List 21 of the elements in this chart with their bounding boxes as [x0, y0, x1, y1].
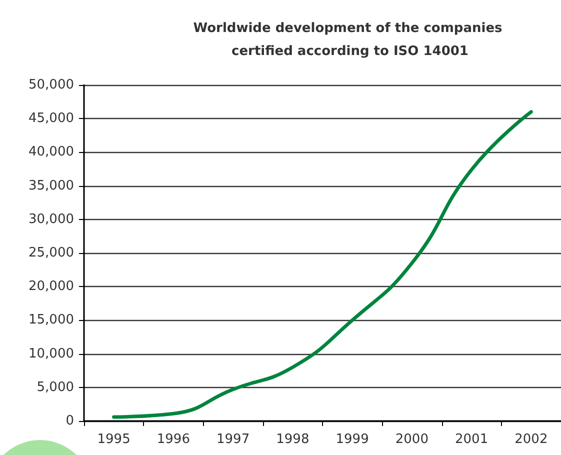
x-tick-label: 2002: [514, 432, 548, 447]
y-tick-label: 5,000: [36, 380, 74, 395]
x-tick-label: 1998: [276, 432, 310, 447]
y-tick-label: 20,000: [28, 279, 74, 294]
y-tick-label: 15,000: [28, 312, 74, 328]
x-tick-label: 1999: [336, 432, 369, 447]
y-tick-label: 0: [66, 414, 74, 428]
y-tick-label: 10,000: [28, 346, 74, 362]
y-tick-label: 35,000: [28, 178, 74, 194]
y-tick-label: 40,000: [28, 144, 74, 160]
x-tick-label: 2001: [455, 432, 488, 447]
y-tick-label: 30,000: [28, 212, 74, 227]
x-tick-label: 1997: [216, 432, 250, 447]
x-tick-label: 2000: [395, 432, 428, 447]
y-tick-label: 25,000: [28, 246, 74, 260]
x-tick-label: 1995: [97, 432, 130, 447]
y-tick-label: 45,000: [28, 111, 74, 126]
chart-title: Worldwide development of the companies certified according to ISO 14001: [193, 21, 507, 59]
line-series: [112, 110, 533, 419]
x-tick-label: 1996: [156, 432, 190, 447]
y-tick-label: 50,000: [28, 78, 74, 92]
